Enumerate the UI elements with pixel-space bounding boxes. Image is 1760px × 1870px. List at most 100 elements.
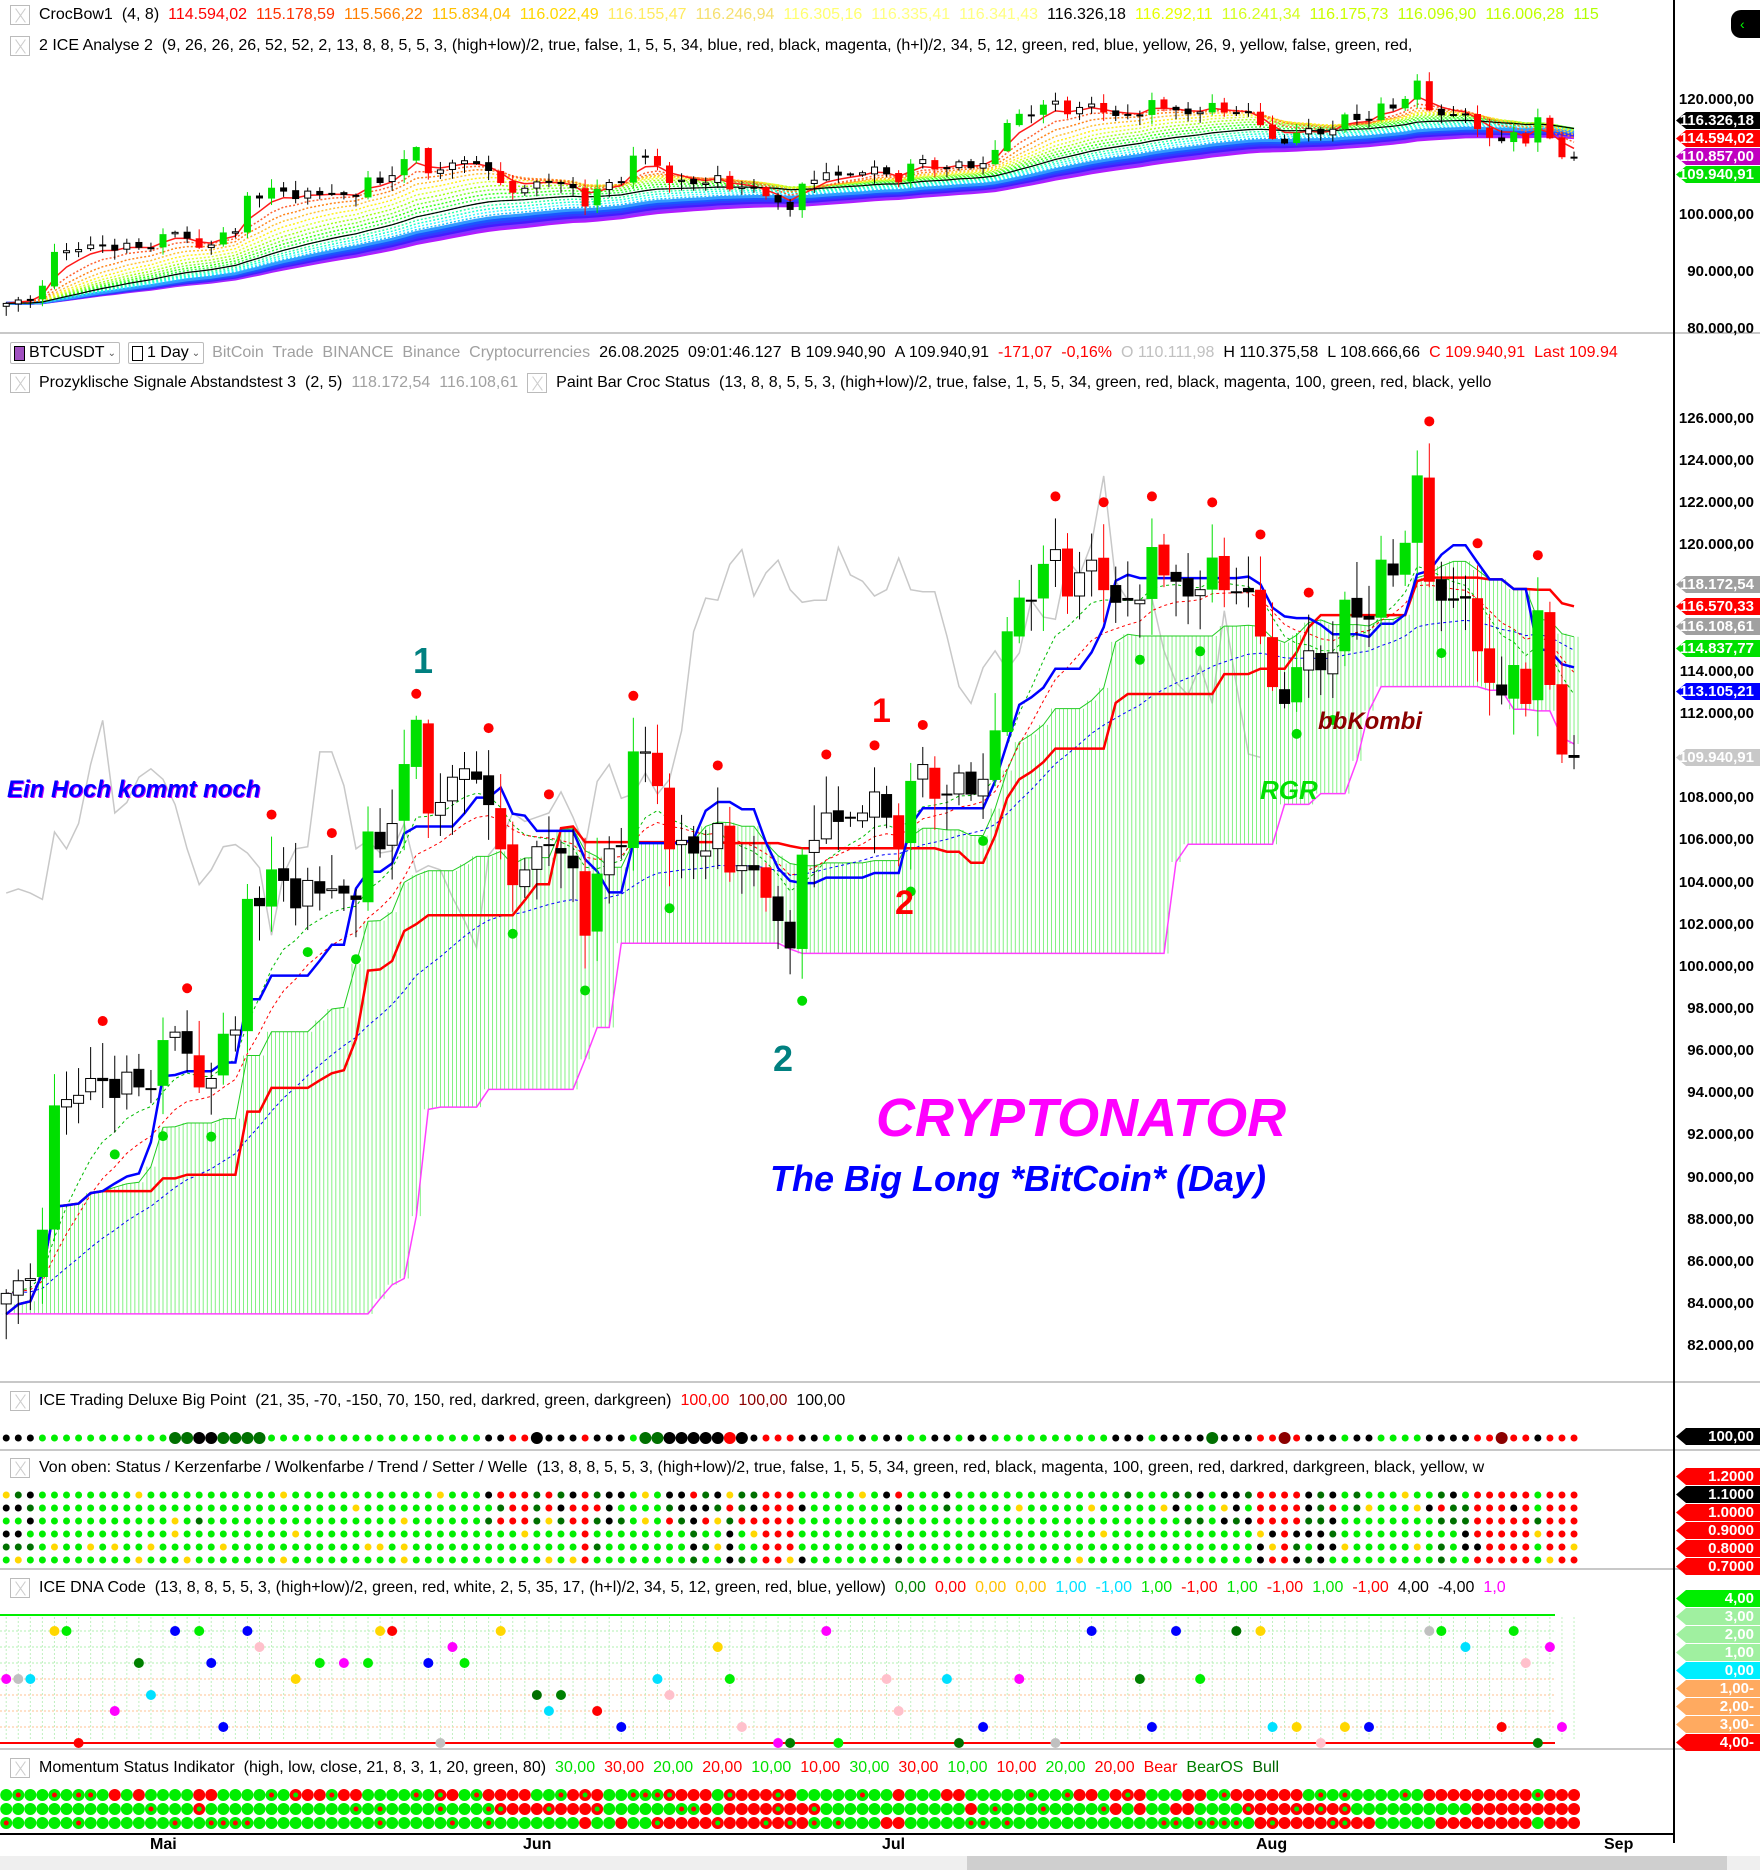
dna-dot <box>881 1674 892 1684</box>
main-candle <box>519 858 531 898</box>
annotation-rgr: RGR <box>1260 775 1318 805</box>
timeframe-selector[interactable]: 1 Day ⌄ <box>127 342 205 364</box>
von-oben-dot <box>485 1543 493 1551</box>
pane-divider[interactable] <box>0 1449 1760 1451</box>
collapse-panel-button[interactable]: ‹ <box>1731 10 1760 38</box>
von-oben-dot <box>919 1517 927 1525</box>
von-oben-dot <box>376 1543 384 1551</box>
candle-body <box>1037 563 1049 599</box>
momentum-dot <box>337 1789 350 1801</box>
von-oben-dot <box>726 1543 734 1551</box>
von-oben-dot <box>1486 1530 1494 1538</box>
momentum-dot <box>72 1803 85 1815</box>
momentum-dot <box>832 1803 845 1815</box>
top-candle <box>316 187 324 200</box>
von-oben-dot <box>219 1543 227 1551</box>
close-indicator-icon[interactable] <box>10 1391 30 1411</box>
main-candle <box>796 848 808 979</box>
big-point-dot <box>1486 1434 1494 1442</box>
von-oben-dot <box>1027 1530 1035 1538</box>
momentum-dot <box>1363 1817 1375 1829</box>
main-candle <box>157 1017 169 1115</box>
close-indicator-icon[interactable] <box>10 1458 30 1478</box>
von-oben-dot <box>822 1504 830 1512</box>
von-oben-dot <box>1244 1530 1252 1538</box>
von-oben-dot <box>1269 1504 1277 1512</box>
von-oben-dot <box>1341 1504 1349 1512</box>
close-indicator-icon[interactable] <box>10 36 30 56</box>
big-point-legend: ICE Trading Deluxe Big Point (21, 35, -7… <box>10 1390 1670 1412</box>
top-candle <box>111 238 119 260</box>
big-point-dot <box>617 1434 625 1442</box>
main-candle <box>374 808 386 858</box>
candle-body <box>243 195 251 233</box>
big-point-dot <box>991 1434 999 1442</box>
von-oben-dot <box>1208 1491 1216 1499</box>
candle-body <box>1508 665 1520 699</box>
symbol-selector[interactable]: BTCUSDT ⌄ <box>10 342 120 364</box>
von-oben-dot <box>1534 1517 1542 1525</box>
von-oben-dot <box>509 1491 517 1499</box>
momentum-dot <box>1230 1789 1243 1801</box>
main-axis-label: 84.000,00 <box>1687 1294 1754 1312</box>
candle-body <box>1206 557 1218 590</box>
momentum-inner-dot <box>775 1806 781 1812</box>
momentum-dot <box>301 1789 314 1801</box>
von-oben-dot <box>822 1556 830 1564</box>
von-oben-dot <box>207 1530 215 1538</box>
close-indicator-icon[interactable] <box>10 5 30 25</box>
momentum-value: 10,00 <box>751 1759 792 1776</box>
momentum-dot <box>1290 1817 1303 1829</box>
candle-body <box>786 201 794 210</box>
main-candle <box>1315 645 1327 696</box>
von-oben-dot <box>569 1543 577 1551</box>
pane-divider[interactable] <box>0 1381 1760 1383</box>
close-indicator-icon[interactable] <box>10 373 30 393</box>
main-candle <box>253 886 265 941</box>
momentum-value: 20,00 <box>653 1759 694 1776</box>
von-oben-dot <box>895 1491 903 1499</box>
von-oben-dot <box>919 1504 927 1512</box>
close-indicator-icon[interactable] <box>10 1758 30 1778</box>
big-point-dot <box>316 1434 324 1442</box>
top-candle <box>1461 108 1469 124</box>
candle-body <box>495 808 507 850</box>
momentum-dot <box>1555 1789 1568 1801</box>
big-point-dot <box>711 1432 724 1444</box>
pane-divider[interactable] <box>0 1568 1760 1570</box>
scrollbar-thumb[interactable] <box>967 1856 1727 1870</box>
dna-value: -1,00 <box>1181 1579 1218 1596</box>
momentum-dot <box>699 1817 712 1829</box>
momentum-dot <box>1399 1817 1412 1829</box>
candle-body <box>557 181 565 185</box>
momentum-dot <box>1170 1789 1183 1801</box>
main-candle <box>326 855 338 899</box>
pane-divider[interactable] <box>0 332 1760 334</box>
von-oben-dot <box>533 1517 541 1525</box>
big-point-dot <box>1558 1434 1566 1442</box>
momentum-dot <box>1435 1803 1448 1815</box>
close-indicator-icon[interactable] <box>527 373 548 393</box>
pane-divider[interactable] <box>0 1748 1760 1750</box>
top-candle <box>907 159 915 189</box>
von-oben-dot <box>1437 1556 1445 1564</box>
von-oben-dot <box>1341 1491 1349 1499</box>
close-indicator-icon[interactable] <box>10 1578 30 1598</box>
price-chart[interactable] <box>0 0 1673 1843</box>
von-oben-dot <box>991 1530 999 1538</box>
crocbow-value: 116.155,47 <box>607 6 687 23</box>
von-oben-dot <box>593 1530 601 1538</box>
von-oben-dot <box>497 1530 505 1538</box>
von-oben-dot <box>967 1543 975 1551</box>
candle-body <box>1435 579 1447 601</box>
candle-body <box>1182 578 1194 597</box>
momentum-dot <box>1133 1789 1146 1801</box>
dna-dot <box>1315 1738 1326 1748</box>
candle-body <box>1556 684 1568 755</box>
von-oben-dot <box>63 1491 71 1499</box>
momentum-dot <box>1495 1817 1508 1829</box>
momentum-inner-dot <box>474 1792 480 1798</box>
von-oben-dot <box>400 1530 408 1538</box>
momentum-dot <box>1411 1817 1424 1829</box>
big-point-dot <box>38 1434 46 1442</box>
